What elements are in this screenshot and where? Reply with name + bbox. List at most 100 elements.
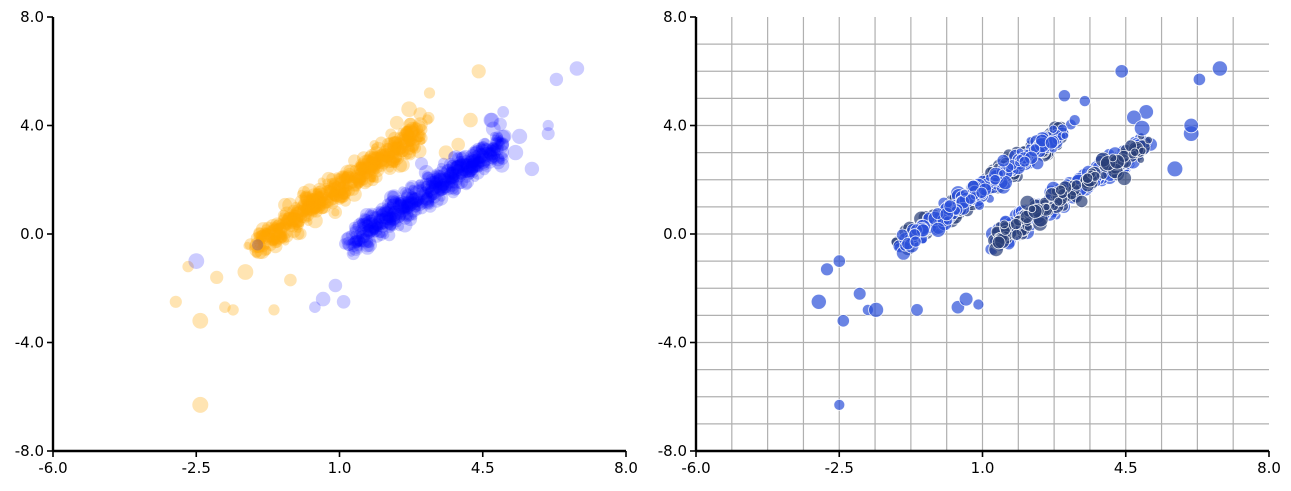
scatter-point (836, 314, 850, 328)
scatter-point (1130, 147, 1140, 157)
scatter-point (476, 155, 491, 170)
scatter-point (408, 185, 419, 196)
scatter-point (398, 138, 410, 151)
scatter-point (392, 197, 402, 207)
scatter-point (440, 180, 451, 191)
scatter-point (427, 175, 442, 190)
scatter-point (409, 191, 418, 200)
scatter-point (323, 184, 337, 198)
scatter-point (492, 132, 504, 144)
scatter-point (346, 246, 360, 261)
scatter-point (277, 230, 287, 240)
scatter-point (429, 175, 440, 186)
scatter-point (404, 137, 420, 153)
scatter-point (338, 186, 351, 200)
scatter-point (420, 195, 435, 210)
scatter-point (268, 304, 280, 316)
scatter-point (300, 208, 314, 222)
scatter-point (273, 222, 287, 236)
scatter-point (388, 207, 397, 216)
scatter-point (294, 194, 309, 209)
scatter-point (401, 188, 416, 203)
scatter-point (314, 184, 330, 200)
scatter-point (358, 166, 372, 180)
scatter-point (372, 166, 380, 174)
scatter-point (389, 195, 402, 208)
scatter-point (375, 157, 388, 169)
scatter-point (446, 166, 459, 179)
scatter-point (472, 156, 483, 167)
scatter-point (494, 139, 505, 150)
scatter-point (402, 201, 416, 215)
scatter-point (363, 166, 372, 175)
scatter-point (494, 144, 509, 160)
scatter-point (347, 238, 356, 246)
scatter-point (386, 201, 395, 210)
scatter-point (407, 192, 423, 208)
scatter-point (452, 163, 466, 177)
scatter-point (405, 121, 419, 135)
scatter-point (368, 171, 377, 180)
scatter-point (999, 219, 1010, 230)
scatter-point (339, 238, 351, 250)
scatter-point (329, 178, 340, 189)
scatter-point (364, 156, 379, 171)
scatter-point (403, 117, 418, 133)
scatter-point (402, 195, 412, 205)
scatter-point (390, 141, 399, 150)
y-tick-label: 0.0 (20, 225, 44, 243)
scatter-point (388, 215, 396, 223)
scatter-point (447, 172, 460, 185)
scatter-point (374, 160, 384, 169)
scatter-point (257, 240, 269, 253)
scatter-point (288, 221, 296, 230)
scatter-point (368, 158, 384, 175)
scatter-point (400, 128, 414, 142)
scatter-point (276, 231, 288, 243)
scatter-point (363, 214, 378, 230)
scatter-point (354, 235, 366, 247)
scatter-point (452, 168, 460, 175)
scatter-point (472, 153, 482, 163)
scatter-point (475, 156, 484, 164)
scatter-point (487, 154, 497, 165)
scatter-point (390, 160, 398, 169)
scatter-point (388, 213, 401, 225)
scatter-point (420, 193, 433, 206)
scatter-point (972, 298, 985, 311)
scatter-point (432, 183, 441, 192)
scatter-point (490, 142, 504, 157)
scatter-point (868, 301, 885, 318)
scatter-point (303, 193, 319, 208)
scatter-point (408, 193, 421, 205)
scatter-point (384, 213, 394, 223)
scatter-point (464, 155, 477, 168)
scatter-point (456, 168, 468, 181)
scatter-point (340, 164, 356, 180)
scatter-point (373, 155, 381, 163)
scatter-point (490, 142, 502, 154)
scatter-point (496, 155, 505, 165)
scatter-point (471, 149, 482, 160)
scatter-point (416, 199, 426, 209)
scatter-point (291, 217, 305, 231)
scatter-point (471, 166, 485, 180)
scatter-point (374, 154, 388, 167)
scatter-point (349, 235, 363, 249)
x-tick-label: -2.5 (825, 459, 854, 477)
scatter-point (289, 212, 304, 227)
scatter-point (356, 233, 365, 242)
scatter-point (293, 224, 303, 233)
scatter-point (380, 142, 394, 156)
scatter-point (414, 131, 425, 143)
scatter-point (423, 190, 433, 200)
scatter-point (393, 207, 407, 221)
scatter-point (282, 220, 293, 231)
scatter-point (402, 125, 412, 136)
scatter-point (404, 125, 420, 142)
scatter-point (376, 218, 386, 229)
scatter-point (346, 171, 354, 178)
scatter-point (269, 238, 278, 247)
scatter-point (475, 148, 490, 163)
scatter-point (369, 162, 385, 178)
